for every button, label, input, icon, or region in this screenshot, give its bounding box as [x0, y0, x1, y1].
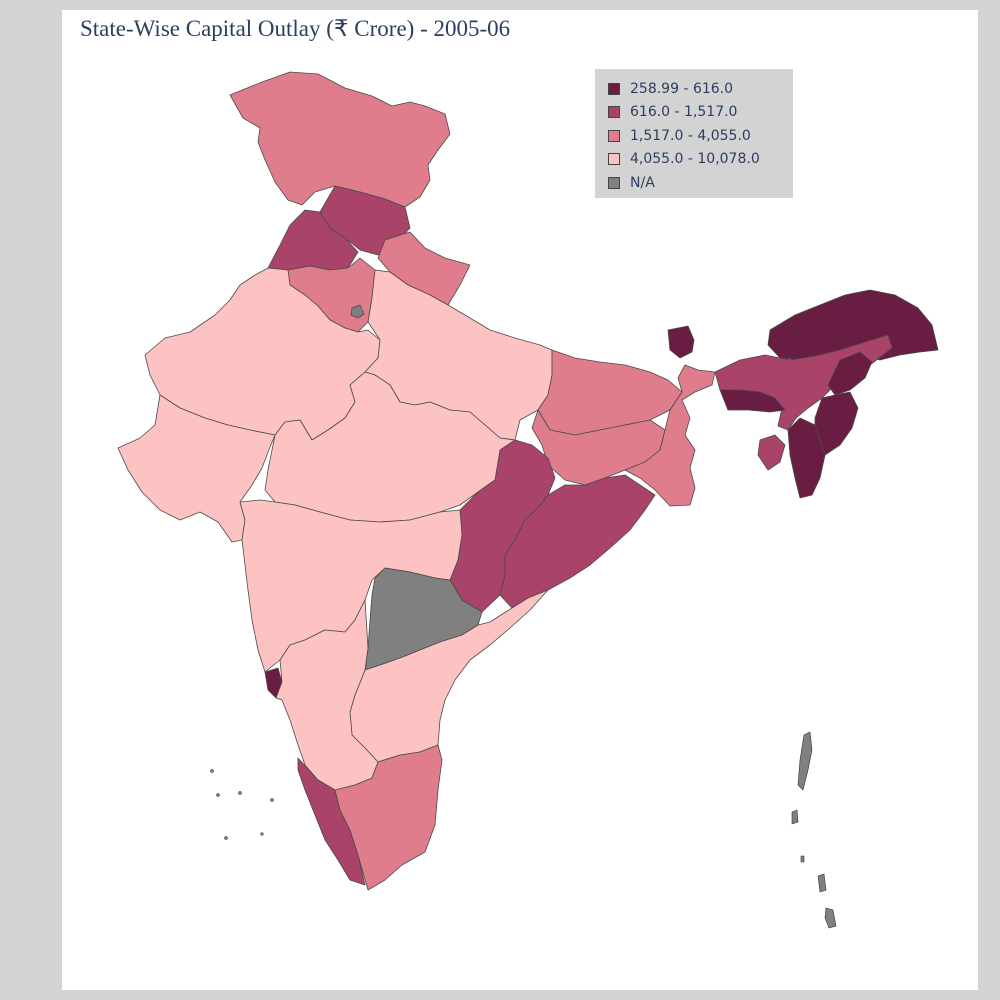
legend-label: N/A	[630, 174, 655, 191]
legend-item[interactable]: N/A	[595, 171, 793, 195]
legend-label: 616.0 - 1,517.0	[630, 104, 738, 121]
map-title: State-Wise Capital Outlay (₹ Crore) - 20…	[80, 16, 511, 41]
legend-swatch	[608, 129, 620, 142]
legend-item[interactable]: 616.0 - 1,517.0	[595, 101, 793, 125]
region-odisha[interactable]	[499, 474, 656, 609]
legend-label: 258.99 - 616.0	[630, 80, 734, 97]
region-andaman-nicobar[interactable]	[791, 731, 837, 929]
legend: 258.99 - 616.0 616.0 - 1,517.0 1,517.0 -…	[595, 69, 793, 198]
legend-item[interactable]: 4,055.0 - 10,078.0	[595, 148, 793, 172]
region-karnataka[interactable]	[275, 599, 379, 791]
legend-label: 1,517.0 - 4,055.0	[630, 127, 751, 144]
region-uttarakhand[interactable]	[377, 231, 471, 306]
region-delhi[interactable]	[350, 304, 365, 319]
legend-swatch	[608, 153, 620, 166]
region-west-bengal[interactable]	[624, 364, 716, 507]
region-tamil-nadu[interactable]	[334, 744, 443, 891]
legend-swatch	[608, 106, 620, 119]
legend-item[interactable]: 258.99 - 616.0	[595, 77, 793, 101]
region-jammu-kashmir[interactable]	[229, 71, 451, 208]
region-mizoram[interactable]	[787, 417, 826, 499]
region-tripura[interactable]	[757, 434, 786, 471]
legend-swatch	[608, 176, 620, 189]
legend-swatch	[608, 82, 620, 95]
region-bihar[interactable]	[537, 349, 683, 436]
region-nagaland[interactable]	[827, 351, 873, 396]
region-sikkim[interactable]	[667, 325, 695, 359]
region-lakshadweep[interactable]	[210, 769, 274, 840]
legend-label: 4,055.0 - 10,078.0	[630, 151, 760, 168]
legend-item[interactable]: 1,517.0 - 4,055.0	[595, 124, 793, 148]
region-meghalaya[interactable]	[719, 389, 786, 413]
